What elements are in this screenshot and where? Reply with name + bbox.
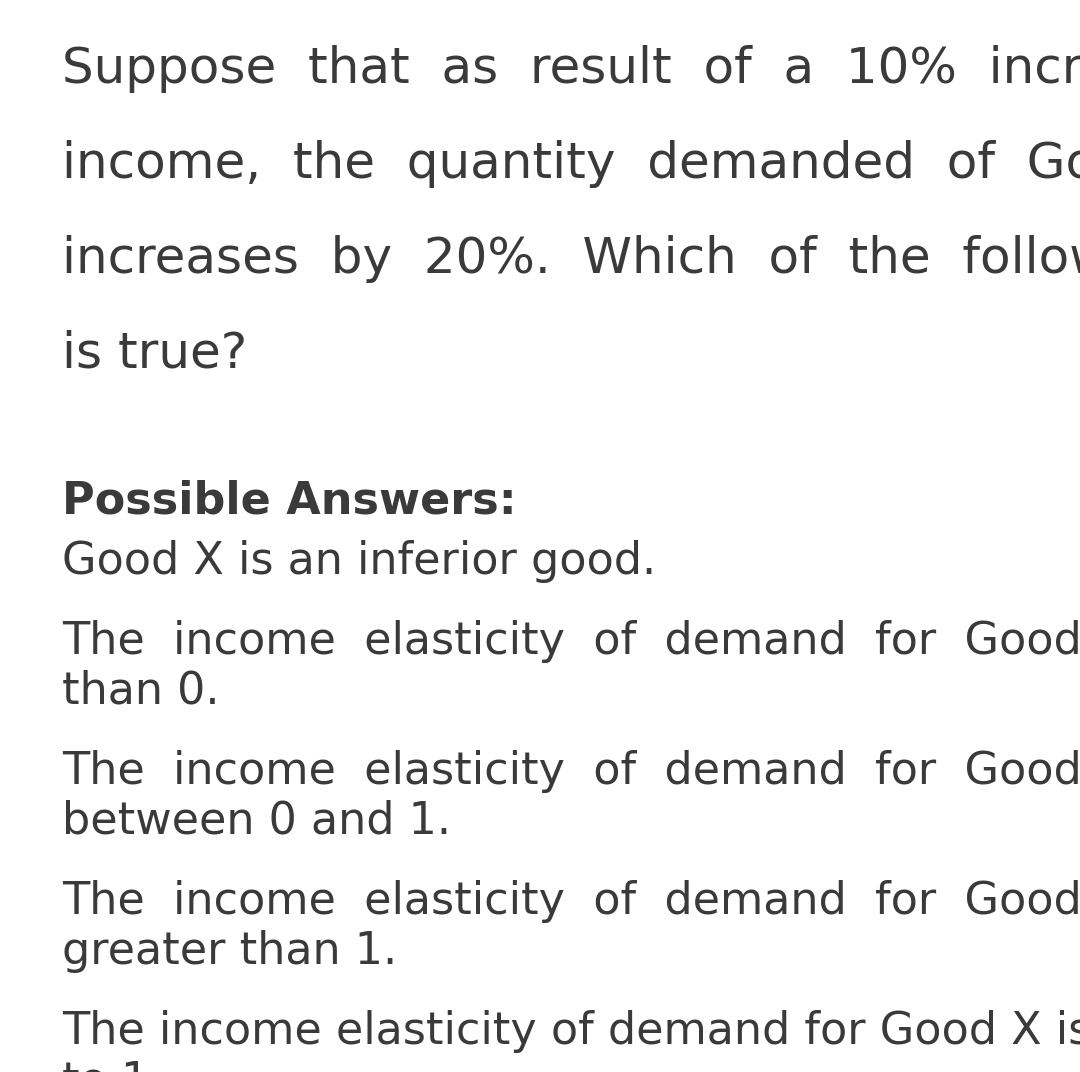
Text: Good X is an inferior good.: Good X is an inferior good. (62, 540, 657, 583)
Text: Possible Answers:: Possible Answers: (62, 480, 516, 523)
Text: income,  the  quantity  demanded  of  Good  X: income, the quantity demanded of Good X (62, 140, 1080, 188)
Text: to 1.: to 1. (62, 1060, 163, 1072)
Text: is true?: is true? (62, 330, 247, 378)
Text: Suppose  that  as  result  of  a  10%  increase  in: Suppose that as result of a 10% increase… (62, 45, 1080, 93)
Text: The  income  elasticity  of  demand  for  Good  X  is: The income elasticity of demand for Good… (62, 750, 1080, 793)
Text: increases  by  20%.  Which  of  the  following: increases by 20%. Which of the following (62, 235, 1080, 283)
Text: The income elasticity of demand for Good X is equal: The income elasticity of demand for Good… (62, 1010, 1080, 1053)
Text: between 0 and 1.: between 0 and 1. (62, 800, 451, 843)
Text: than 0.: than 0. (62, 670, 219, 713)
Text: greater than 1.: greater than 1. (62, 930, 397, 973)
Text: The  income  elasticity  of  demand  for  Good  X  is  less: The income elasticity of demand for Good… (62, 620, 1080, 662)
Text: The  income  elasticity  of  demand  for  Good  X  is: The income elasticity of demand for Good… (62, 880, 1080, 923)
